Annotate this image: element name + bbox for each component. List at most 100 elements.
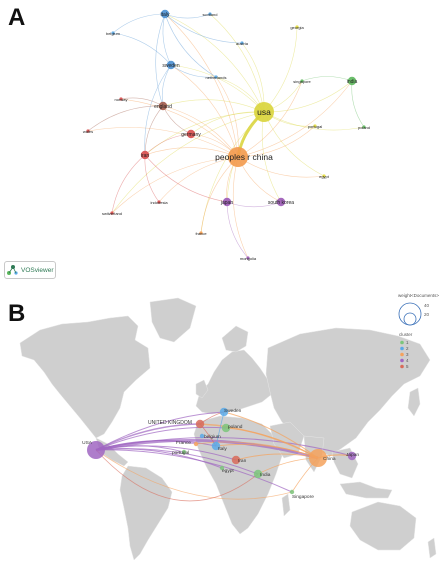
legend-weight-title: weight<Documents>: [398, 293, 439, 298]
network-edges: [87, 13, 365, 259]
panel-a-letter: A: [8, 4, 26, 31]
network-edge: [155, 13, 166, 107]
map-link: [95, 426, 227, 451]
collaboration-network: usa peoples r china italy scotland georgia be…: [83, 9, 370, 261]
node-label-france: france: [195, 231, 207, 236]
map-label-china: China: [323, 456, 336, 462]
node-belgium: [111, 31, 115, 35]
map-node-singapore: [289, 489, 295, 495]
node-sweden: [166, 60, 176, 70]
node-label-japan: japan: [220, 200, 233, 206]
australia-land: [349, 501, 417, 551]
legend-weight-value-small: 20: [424, 312, 430, 317]
node-label-sweden: sweden: [162, 63, 179, 69]
node-label-indonesia: indonesia: [150, 200, 168, 205]
map-node-poland: [221, 423, 231, 433]
node-label-usa: usa: [257, 107, 271, 117]
map-label-iran: Iran: [238, 458, 247, 464]
world-collaboration-map: USA UNITED KINGDOM Sweden poland belgium Fran…: [19, 293, 439, 561]
world-map-panel: USA UNITED KINGDOM Sweden poland belgium Fran…: [0, 288, 447, 569]
network-edge: [162, 99, 265, 113]
node-label-germany: germany: [181, 132, 201, 138]
map-node-egypt: [219, 465, 225, 471]
map-label-india: India: [260, 472, 271, 478]
map-node-china: [309, 449, 327, 467]
node-label-england: england: [154, 104, 172, 110]
node-china: [228, 147, 248, 167]
vosviewer-label: VOSviewer: [21, 266, 54, 274]
map-label-sweden: Sweden: [224, 408, 242, 414]
map-label-france: France: [176, 440, 191, 446]
network-edge: [162, 13, 172, 66]
node-mongolia: [246, 256, 250, 260]
node-label-switzerland: switzerland: [102, 211, 122, 216]
map-node-italy: [211, 441, 221, 451]
legend-cluster-label: 4: [406, 358, 409, 363]
new-zealand-land: [427, 537, 437, 559]
legend-cluster-swatch: [400, 352, 404, 357]
node-egypt: [322, 174, 326, 178]
node-label-singapore: singapore: [293, 79, 311, 84]
node-label-scotland: scotland: [203, 12, 218, 17]
map-country-nodes: USA UNITED KINGDOM Sweden poland belgium Fran…: [82, 407, 359, 500]
node-label-belgium: belgium: [106, 31, 121, 36]
map-node-uk: [195, 419, 205, 429]
network-edge: [144, 154, 160, 203]
node-label-wales: wales: [83, 129, 93, 134]
node-label-norway: norway: [115, 97, 128, 102]
map-link: [195, 441, 319, 459]
network-edge: [112, 32, 172, 66]
node-italy: [160, 9, 170, 19]
map-link: [95, 411, 225, 451]
node-singapore: [300, 79, 304, 83]
network-edge: [144, 105, 164, 156]
node-wales: [86, 129, 90, 133]
indonesia-land: [339, 481, 393, 499]
collaboration-network-panel: usa peoples r china italy scotland georgia be…: [0, 0, 447, 282]
map-link: [223, 411, 319, 459]
map-link: [95, 448, 223, 469]
legend-weight-value-large: 40: [424, 303, 430, 308]
node-label-iran: iran: [141, 153, 150, 159]
map-link: [225, 427, 319, 459]
map-label-poland: poland: [228, 424, 243, 430]
network-edge: [112, 13, 166, 34]
europe-land: [195, 349, 273, 415]
node-poland: [362, 125, 366, 129]
network-edge: [263, 111, 325, 177]
node-label-italy: italy: [161, 12, 170, 18]
map-node-india: [253, 469, 263, 479]
node-label-india: india: [347, 79, 358, 85]
vosviewer-logo-icon: [7, 265, 18, 275]
network-edge: [200, 111, 265, 234]
network-edge: [301, 76, 353, 82]
legend-cluster-swatch: [400, 340, 404, 345]
network-edge: [87, 105, 164, 132]
map-link: [95, 437, 353, 457]
legend-cluster-swatch: [400, 346, 404, 351]
map-label-uk: UNITED KINGDOM: [148, 420, 192, 426]
node-france: [199, 231, 203, 235]
map-link: [95, 440, 197, 451]
node-label-egypt: egypt: [319, 174, 330, 179]
network-edge: [120, 98, 239, 158]
map-link: [95, 449, 259, 502]
node-label-southkorea: south korea: [268, 200, 294, 206]
map-label-belgium: belgium: [204, 434, 221, 440]
north-america-land: [19, 315, 151, 439]
legend-cluster-label: 5: [406, 364, 409, 369]
node-iran: [140, 150, 150, 160]
node-portugal: [313, 124, 317, 128]
node-switzerland: [110, 211, 114, 215]
node-india: [347, 76, 357, 86]
legend-cluster-swatch: [400, 364, 404, 369]
network-edge: [111, 156, 239, 214]
node-netherlands: [214, 75, 218, 79]
map-node-portugal: [181, 449, 187, 455]
node-label-poland: poland: [358, 125, 370, 130]
map-label-japan: Japan: [346, 452, 359, 458]
legend-cluster-swatch: [400, 358, 404, 363]
network-edge: [237, 80, 303, 158]
network-edge: [263, 26, 298, 113]
legend-weight-circle-large: [398, 302, 422, 326]
